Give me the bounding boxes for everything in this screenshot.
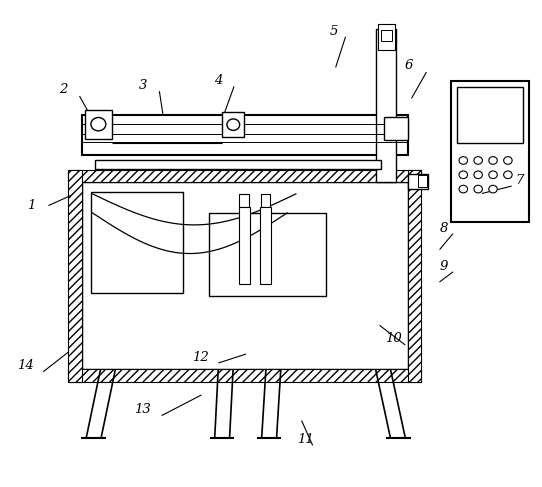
Bar <box>68 370 421 382</box>
Bar <box>239 207 249 283</box>
Bar <box>222 112 244 137</box>
Circle shape <box>489 171 497 179</box>
Circle shape <box>459 185 468 193</box>
Text: 5: 5 <box>330 25 338 37</box>
Bar <box>82 182 408 370</box>
Bar <box>450 81 529 222</box>
Circle shape <box>474 185 482 193</box>
Text: 9: 9 <box>440 260 448 273</box>
Text: 1: 1 <box>27 199 35 212</box>
Bar <box>82 114 408 155</box>
Bar <box>261 194 270 207</box>
Text: 6: 6 <box>405 59 414 73</box>
Circle shape <box>474 157 482 164</box>
Bar <box>381 30 391 41</box>
Circle shape <box>459 171 468 179</box>
Text: 10: 10 <box>385 333 402 345</box>
Bar <box>209 213 326 297</box>
Text: 8: 8 <box>440 222 448 235</box>
Circle shape <box>91 117 106 131</box>
Bar <box>384 117 408 140</box>
Circle shape <box>504 157 512 164</box>
Text: 4: 4 <box>214 74 222 87</box>
Text: 12: 12 <box>192 351 209 364</box>
Circle shape <box>504 171 512 179</box>
Bar <box>260 207 270 283</box>
Bar <box>95 160 382 169</box>
Circle shape <box>489 157 497 164</box>
Circle shape <box>474 171 482 179</box>
Bar <box>457 87 523 143</box>
Circle shape <box>459 157 468 164</box>
Bar <box>408 174 428 188</box>
Circle shape <box>489 185 497 193</box>
Text: 11: 11 <box>297 432 314 446</box>
Bar <box>92 192 183 293</box>
Bar <box>418 175 427 187</box>
Text: 3: 3 <box>139 78 148 92</box>
Text: 13: 13 <box>134 403 151 416</box>
Circle shape <box>227 119 240 131</box>
Text: 2: 2 <box>59 83 67 96</box>
Bar <box>408 169 421 382</box>
Bar <box>376 29 396 182</box>
Text: 14: 14 <box>17 359 34 372</box>
Bar <box>68 169 421 182</box>
Bar <box>68 169 82 382</box>
Bar <box>378 24 395 50</box>
Text: 7: 7 <box>515 174 524 187</box>
Bar <box>240 194 249 207</box>
Bar <box>85 110 112 138</box>
